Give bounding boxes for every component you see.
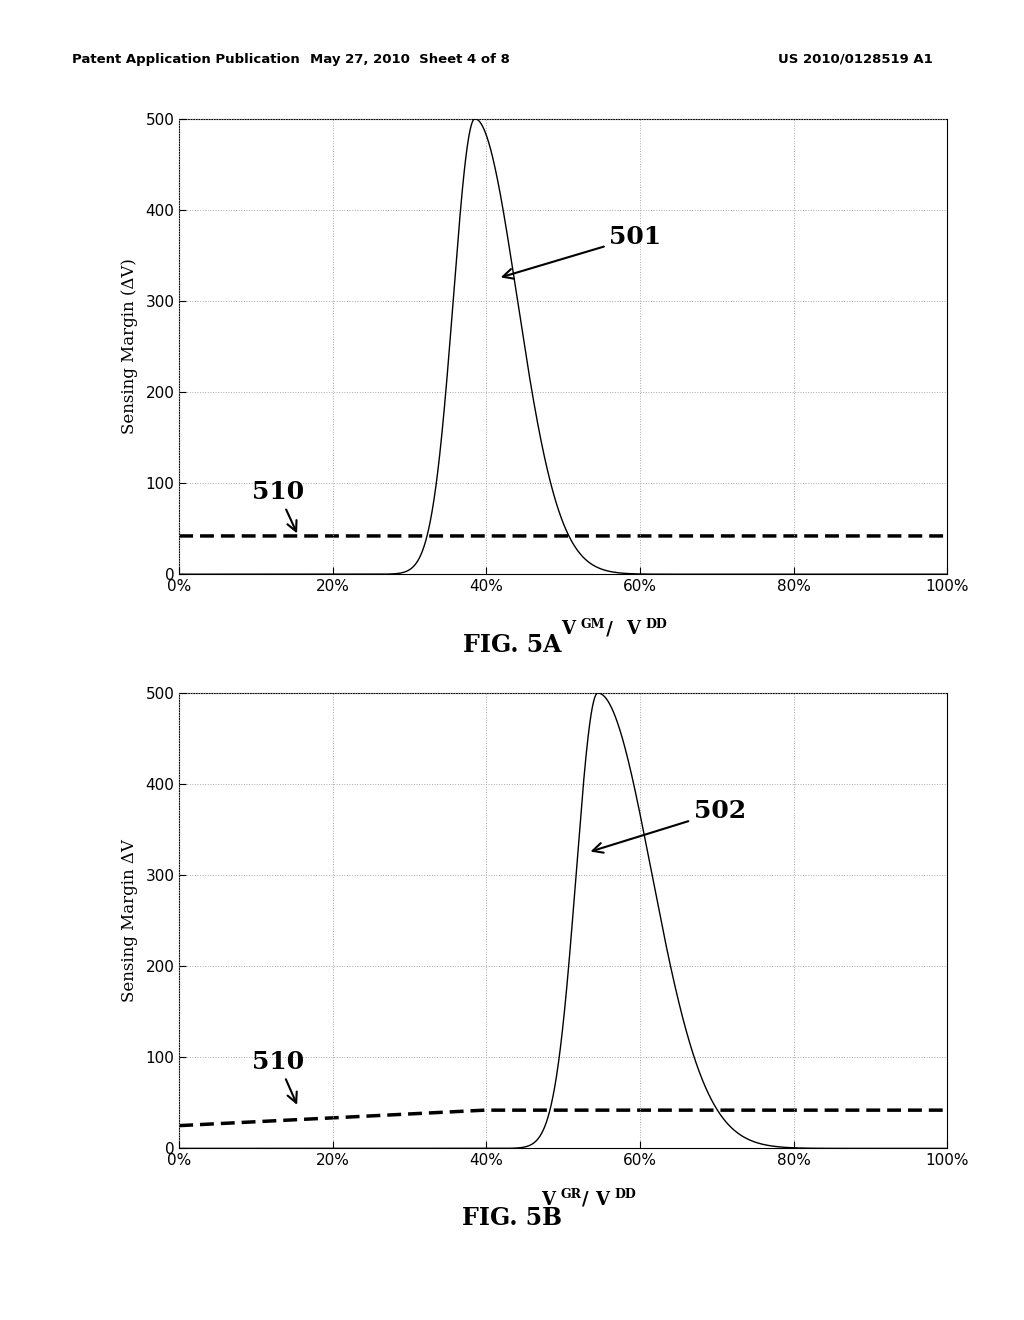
Text: FIG. 5A: FIG. 5A xyxy=(463,634,561,657)
Y-axis label: Sensing Margin (ΔV): Sensing Margin (ΔV) xyxy=(122,259,138,434)
Text: DD: DD xyxy=(645,618,667,631)
Text: DD: DD xyxy=(614,1188,636,1201)
Text: US 2010/0128519 A1: US 2010/0128519 A1 xyxy=(778,53,933,66)
Text: FIG. 5B: FIG. 5B xyxy=(462,1206,562,1230)
Text: 502: 502 xyxy=(593,800,745,853)
Text: V: V xyxy=(595,1191,609,1209)
Text: V: V xyxy=(561,620,575,639)
Text: GM: GM xyxy=(581,618,605,631)
Text: GR: GR xyxy=(560,1188,582,1201)
Y-axis label: Sensing Margin ΔV: Sensing Margin ΔV xyxy=(122,840,138,1002)
Text: 510: 510 xyxy=(252,1049,304,1102)
Text: /: / xyxy=(600,620,618,639)
Text: /: / xyxy=(583,1191,589,1209)
Text: May 27, 2010  Sheet 4 of 8: May 27, 2010 Sheet 4 of 8 xyxy=(309,53,510,66)
Text: V: V xyxy=(541,1191,555,1209)
Text: Patent Application Publication: Patent Application Publication xyxy=(72,53,299,66)
Text: 510: 510 xyxy=(252,480,304,532)
Text: 501: 501 xyxy=(503,226,662,279)
Text: V: V xyxy=(626,620,640,639)
